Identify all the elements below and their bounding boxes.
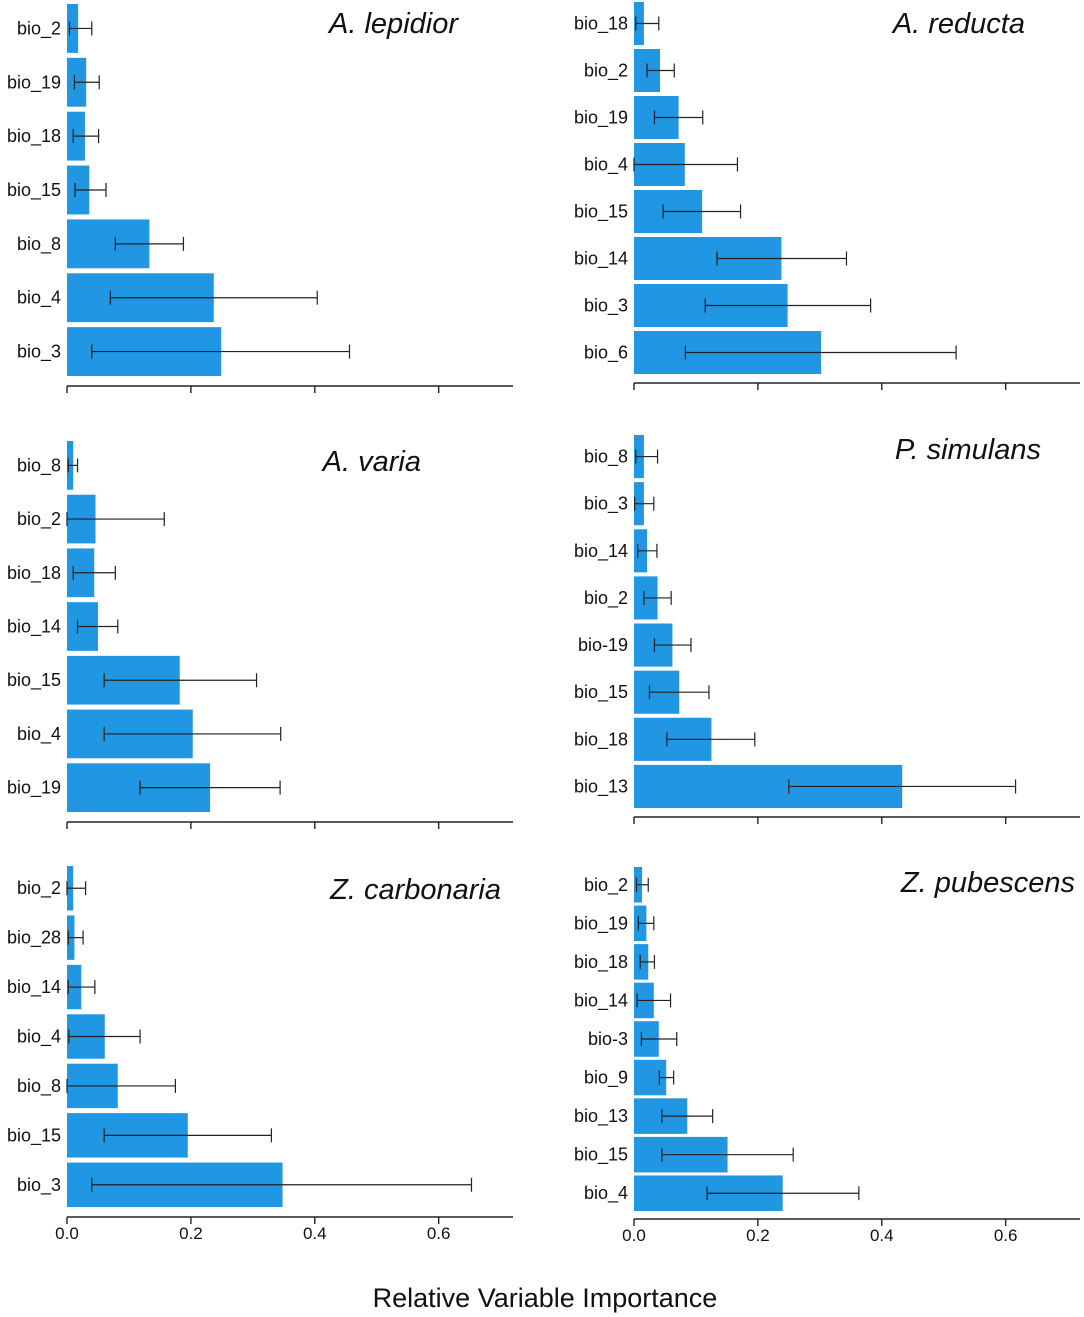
category-label-bio_15: bio_15	[574, 1145, 628, 1166]
category-label-bio_4: bio_4	[584, 1183, 628, 1204]
x-tick-label: 0.6	[994, 1226, 1018, 1245]
category-label-bio_14: bio_14	[574, 990, 628, 1011]
panel-z-carbonaria: Z. carbonaria bio_2 bio_28 bio_14 bio_4 bio_…	[7, 866, 513, 1243]
panel-a-reducta: A. reducta bio_18 bio_2 bio_19 bio_4 bio_15b…	[574, 2, 1080, 390]
category-label-bio_19: bio_19	[574, 913, 628, 934]
panel-title: P. simulans	[895, 434, 1041, 466]
category-label-bio_4: bio_4	[584, 155, 628, 176]
category-label-bio_3: bio_3	[584, 296, 628, 317]
category-label-bio_15: bio_15	[7, 180, 61, 201]
x-tick-label: 0.6	[427, 1224, 451, 1243]
panel-title: A. lepidior	[327, 8, 459, 40]
x-tick-label: 0.2	[179, 1224, 203, 1243]
category-label-bio_18: bio_18	[574, 729, 628, 750]
category-label-bio_8: bio_8	[17, 455, 61, 476]
panel-z-pubescens: Z. pubescens bio_2 bio_19 bio_18 bio_14 bio-…	[574, 867, 1080, 1245]
category-label-bio_15: bio_15	[7, 1125, 61, 1146]
category-label-bio_18: bio_18	[574, 14, 628, 35]
x-tick-label: 0.2	[746, 1226, 770, 1245]
x-tick-label: 0.4	[870, 1226, 894, 1245]
panel-p-simulans: P. simulans bio_8 bio_3 bio_14 bio_2 bio-19 b…	[574, 434, 1080, 824]
category-label-bio_14: bio_14	[7, 977, 61, 998]
category-label-bio_18: bio_18	[574, 952, 628, 973]
category-label-bio_14: bio_14	[574, 249, 628, 270]
category-label-bio_8: bio_8	[17, 234, 61, 255]
x-tick-label: 0.0	[622, 1226, 646, 1245]
x-axis-title: Relative Variable Importance	[373, 1283, 718, 1313]
category-label-bio_18: bio_18	[7, 563, 61, 584]
category-label-bio_15: bio_15	[574, 682, 628, 703]
category-label-bio_18: bio_18	[7, 126, 61, 147]
panel-title: Z. pubescens	[900, 867, 1075, 899]
category-label-bio_3: bio_3	[584, 494, 628, 515]
panel-title: A. varia	[321, 446, 421, 478]
category-label-bio_15: bio_15	[7, 670, 61, 691]
panel-a-lepidior: A. lepidior bio_2 bio_19 bio_18 bio_15 bio_8…	[7, 4, 513, 393]
category-label-bio_13: bio_13	[574, 1106, 628, 1127]
category-label-bio_2: bio_2	[584, 61, 628, 82]
category-label-bio_8: bio_8	[584, 447, 628, 468]
x-tick-label: 0.4	[303, 1224, 327, 1243]
category-label-bio-3: bio-3	[588, 1029, 628, 1049]
category-label-bio-19: bio-19	[578, 635, 628, 655]
category-label-bio_2: bio_2	[17, 18, 61, 39]
category-label-bio_19: bio_19	[574, 108, 628, 129]
category-label-bio_4: bio_4	[17, 288, 61, 309]
category-label-bio_14: bio_14	[7, 617, 61, 638]
category-label-bio_4: bio_4	[17, 1027, 61, 1048]
category-label-bio_6: bio_6	[584, 343, 628, 364]
category-label-bio_13: bio_13	[574, 776, 628, 797]
category-label-bio_8: bio_8	[17, 1076, 61, 1097]
category-label-bio_19: bio_19	[7, 72, 61, 93]
category-label-bio_14: bio_14	[574, 541, 628, 562]
category-label-bio_2: bio_2	[584, 875, 628, 896]
category-label-bio_19: bio_19	[7, 778, 61, 799]
category-label-bio_15: bio_15	[574, 202, 628, 223]
panel-title: Z. carbonaria	[329, 874, 501, 906]
category-label-bio_2: bio_2	[17, 878, 61, 899]
category-label-bio_3: bio_3	[17, 1175, 61, 1196]
category-label-bio_2: bio_2	[17, 509, 61, 530]
category-label-bio_2: bio_2	[584, 588, 628, 609]
panel-title: A. reducta	[891, 8, 1025, 40]
panel-a-varia: A. varia bio_8 bio_2 bio_18 bio_14 bio_15bio…	[7, 441, 513, 829]
category-label-bio_4: bio_4	[17, 724, 61, 745]
category-label-bio_28: bio_28	[7, 928, 61, 949]
x-tick-label: 0.0	[55, 1224, 79, 1243]
category-label-bio_9: bio_9	[584, 1068, 628, 1089]
category-label-bio_3: bio_3	[17, 342, 61, 363]
